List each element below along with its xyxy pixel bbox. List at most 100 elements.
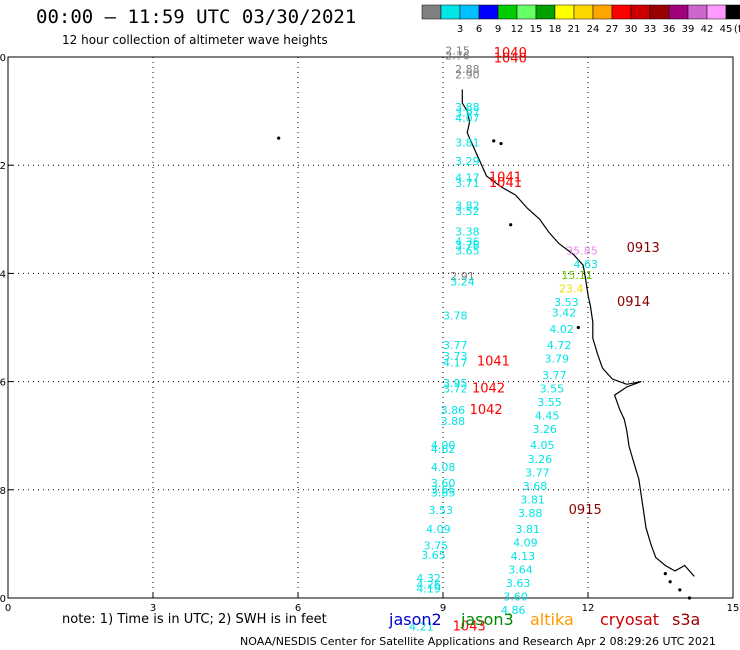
colorbar-tick-label: 9 — [495, 24, 501, 35]
wave-height-label: 3.79 — [545, 353, 570, 366]
colorbar-unit: (ft) — [734, 24, 740, 35]
wave-height-label: 3.78 — [443, 309, 468, 322]
satellite-legend-cryosat: cryosat — [600, 610, 660, 629]
wave-height-label: 4.63 — [574, 258, 599, 271]
island — [663, 572, 667, 576]
wave-height-label: 4.26 — [416, 578, 441, 591]
wave-height-label: 2.91 — [450, 270, 475, 283]
colorbar-swatch — [573, 4, 594, 20]
wave-height-label: 3.88 — [441, 415, 466, 428]
x-tick-label: 6 — [295, 603, 301, 614]
wave-height-label: 3.60 — [431, 477, 456, 490]
wave-height-label: 35.85 — [566, 244, 598, 257]
island — [678, 588, 682, 592]
wave-height-label: 4.17 — [455, 171, 480, 184]
x-tick-label: 3 — [150, 603, 156, 614]
wave-height-label: 3.95 — [443, 377, 468, 390]
wave-height-label: 4.21 — [409, 620, 434, 633]
wave-height-label: 2.88 — [455, 63, 480, 76]
wave-height-label: 2.15 — [445, 44, 470, 57]
colorbar-swatch — [725, 4, 740, 20]
pass-time-label: 1042 — [470, 403, 503, 418]
pass-time-label: 0913 — [627, 241, 660, 256]
wave-height-label: 4.07 — [455, 112, 480, 125]
wave-height-label: 3.38 — [455, 226, 480, 239]
chart-title: 00:00 – 11:59 UTC 03/30/2021 — [36, 6, 357, 28]
coastline — [461, 89, 695, 577]
wave-height-label: 3.81 — [455, 136, 480, 149]
colorbar-tick-label: 33 — [644, 24, 657, 35]
x-tick-label: 9 — [440, 603, 446, 614]
colorbar-swatch — [649, 4, 670, 20]
colorbar-swatch — [535, 4, 556, 20]
colorbar-swatch — [440, 4, 461, 20]
wave-height-label: 3.65 — [421, 549, 446, 562]
wave-height-label: 4.36 — [455, 235, 480, 248]
satellite-legend-altika: altika — [530, 610, 574, 629]
wave-height-label: 3.60 — [503, 591, 527, 604]
colorbar-tick-label: 15 — [530, 24, 543, 35]
wave-height-label: 3.64 — [508, 564, 533, 577]
wave-height-label: 3.42 — [552, 307, 577, 320]
chart-subtitle: 12 hour collection of altimeter wave hei… — [62, 33, 328, 47]
wave-height-label: 2.76 — [445, 50, 470, 63]
wave-height-label: 3.24 — [450, 275, 475, 288]
pass-time-label: 1041 — [477, 354, 510, 369]
wave-height-label: 4.45 — [535, 409, 560, 422]
wave-height-label: 2.90 — [455, 69, 480, 82]
pass-time-label: 1041 — [489, 170, 522, 185]
colorbar-swatch — [592, 4, 613, 20]
wave-height-label: 4.62 — [431, 443, 456, 456]
colorbar-tick-label: 3 — [457, 24, 463, 35]
colorbar-swatch — [630, 4, 651, 20]
wave-height-label: 23.4 — [559, 282, 584, 295]
wave-height-label: 3.53 — [429, 504, 454, 517]
wave-height-label: 3.86 — [441, 404, 466, 417]
wave-height-label: 3.73 — [443, 350, 468, 363]
y-tick-label: -2 — [0, 161, 6, 172]
island — [492, 139, 496, 143]
island — [277, 136, 281, 140]
x-tick-label: 0 — [5, 603, 11, 614]
colorbar-swatch — [516, 4, 537, 20]
wave-height-label: 4.02 — [549, 323, 574, 336]
wave-height-label: 3.82 — [455, 200, 480, 213]
y-tick-label: 0 — [0, 53, 6, 64]
wave-height-label: 3.75 — [424, 539, 449, 552]
x-tick-label: 15 — [727, 603, 740, 614]
island — [687, 596, 692, 600]
x-tick-label: 12 — [582, 603, 595, 614]
wave-height-label: 4.72 — [547, 339, 572, 352]
wave-height-label: 4.13 — [511, 550, 535, 563]
wave-height-label: 3.63 — [506, 577, 531, 590]
colorbar-tick-label: 39 — [682, 24, 695, 35]
satellite-legend-s3a: s3a — [672, 610, 701, 629]
credits-line: NOAA/NESDIS Center for Satellite Applica… — [240, 635, 716, 648]
y-tick-label: -10 — [0, 594, 6, 605]
wave-height-label: 3.68 — [523, 480, 548, 493]
wave-height-label: 4.32 — [416, 572, 441, 585]
colorbar-tick-label: 12 — [511, 24, 524, 35]
colorbar-swatch — [706, 4, 727, 20]
pass-time-label: 1041 — [489, 176, 522, 191]
colorbar-swatch — [478, 4, 499, 20]
wave-height-label: 3.26 — [532, 423, 557, 436]
colorbar-tick-label: 27 — [606, 24, 619, 35]
colorbar-tick-label: 21 — [568, 24, 581, 35]
pass-time-label: 1042 — [472, 381, 505, 396]
wave-height-label: 3.26 — [528, 453, 553, 466]
colorbar-swatch — [687, 4, 708, 20]
wave-height-label: 3.55 — [540, 382, 565, 395]
pass-time-label: 0915 — [569, 503, 602, 518]
wave-height-label: 3.85 — [431, 486, 456, 499]
wave-height-label: 3.81 — [520, 493, 545, 506]
wave-height-label: 3.53 — [554, 296, 579, 309]
island — [499, 141, 503, 146]
wave-height-label: 3.65 — [431, 484, 456, 497]
wave-height-label: 4.09 — [426, 523, 451, 536]
colorbar-tick-label: 36 — [663, 24, 676, 35]
y-tick-label: -6 — [0, 378, 6, 389]
y-tick-label: -4 — [0, 269, 6, 280]
colorbar-tick-label: 45 — [720, 24, 733, 35]
wave-height-label: 4.09 — [513, 537, 538, 550]
